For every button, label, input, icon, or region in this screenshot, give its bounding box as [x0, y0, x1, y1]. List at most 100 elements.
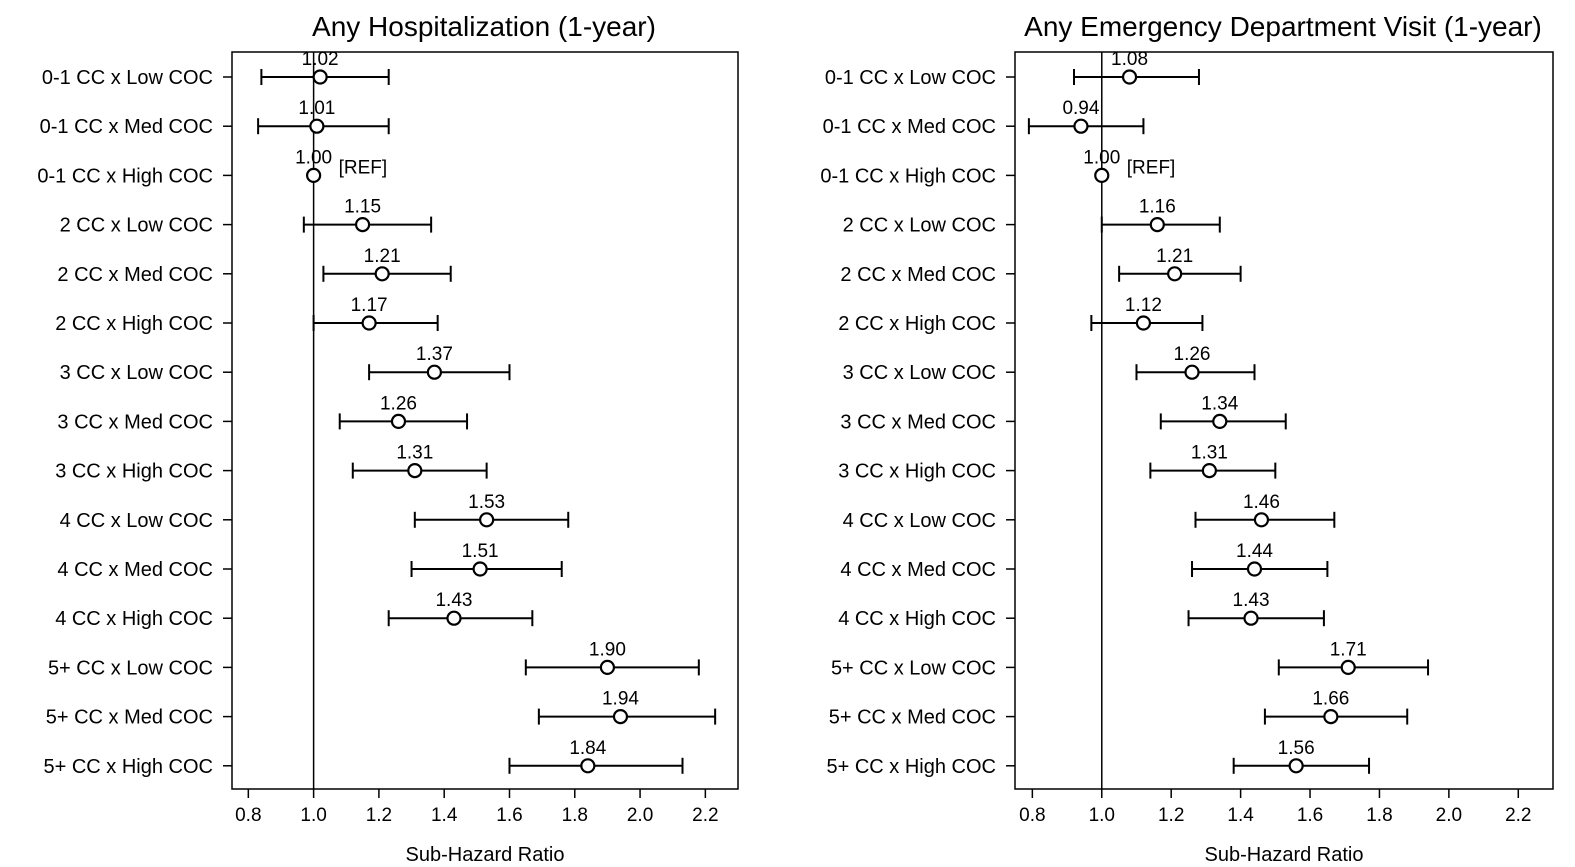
right-category-label: 5+ CC x Low COC [831, 657, 996, 679]
left-category-label: 5+ CC x Low COC [48, 657, 213, 679]
left-category-label: 0-1 CC x Low COC [42, 67, 213, 89]
right-value-label: 1.00 [1083, 147, 1120, 168]
right-category-label: 4 CC x Low COC [843, 510, 996, 532]
left-point-estimate [472, 561, 488, 577]
right-point-estimate [1201, 463, 1217, 479]
right-value-label: 1.43 [1233, 590, 1270, 611]
left-point-estimate [407, 463, 423, 479]
left-point-estimate [361, 315, 377, 331]
right-ref-tag: [REF] [1127, 157, 1176, 178]
left-category-label: 3 CC x Med COC [57, 411, 213, 433]
right-x-tick-label: 1.8 [1366, 805, 1392, 826]
left-point-estimate [374, 266, 390, 282]
right-point-estimate [1323, 708, 1339, 725]
left-x-axis-label: Sub-Hazard Ratio [406, 844, 565, 866]
left-category-label: 2 CC x High COC [55, 313, 213, 335]
left-category-label: 5+ CC x High COC [44, 756, 214, 778]
left-point-estimate [479, 512, 495, 528]
left-value-label: 1.00 [295, 147, 332, 168]
right-value-label: 0.94 [1062, 98, 1099, 119]
left-value-label: 1.15 [344, 197, 381, 218]
right-category-label: 2 CC x Low COC [843, 215, 996, 237]
right-value-label: 1.21 [1156, 246, 1193, 267]
left-value-label: 1.21 [364, 246, 401, 267]
right-value-label: 1.46 [1243, 492, 1280, 513]
right-value-label: 1.26 [1174, 344, 1211, 365]
left-x-tick-label: 1.8 [562, 805, 588, 826]
left-value-label: 1.90 [589, 639, 626, 660]
right-value-label: 1.66 [1312, 689, 1349, 710]
right-point-estimate [1073, 118, 1089, 134]
right-category-label: 3 CC x Low COC [843, 362, 996, 384]
left-point-estimate [306, 167, 322, 183]
left-point-estimate [446, 610, 462, 626]
left-value-label: 1.01 [298, 98, 335, 119]
right-category-label: 3 CC x High COC [838, 461, 996, 483]
right-point-estimate [1167, 266, 1183, 282]
right-point-estimate [1094, 167, 1110, 183]
left-value-label: 1.37 [416, 344, 453, 365]
right-plot-frame [1014, 51, 1554, 790]
right-x-tick-label: 2.2 [1505, 805, 1531, 826]
left-value-label: 1.17 [351, 295, 388, 316]
left-point-estimate [390, 413, 407, 429]
right-point-estimate [1340, 659, 1356, 676]
right-category-label: 0-1 CC x High COC [820, 165, 996, 187]
right-x-tick-label: 2.0 [1436, 805, 1462, 826]
left-category-label: 4 CC x Med COC [57, 559, 213, 581]
left-x-tick-label: 1.0 [300, 805, 326, 826]
right-category-label: 5+ CC x Med COC [829, 707, 996, 729]
right-x-tick-label: 1.0 [1089, 805, 1115, 826]
right-point-estimate [1243, 610, 1259, 626]
left-point-estimate [612, 708, 629, 725]
left-category-label: 2 CC x Med COC [57, 264, 213, 286]
right-value-label: 1.08 [1111, 49, 1148, 70]
right-x-axis-label: Sub-Hazard Ratio [1205, 844, 1364, 866]
left-value-label: 1.94 [602, 689, 639, 710]
left-x-tick-label: 2.2 [692, 805, 718, 826]
right-panel-title: Any Emergency Department Visit (1-year) [1024, 11, 1542, 42]
left-category-label: 5+ CC x Med COC [46, 707, 213, 729]
right-panel: Any Emergency Department Visit (1-year) 0… [820, 11, 1554, 866]
left-value-label: 1.43 [435, 590, 472, 611]
right-point-estimate [1149, 217, 1165, 233]
right-category-label: 0-1 CC x Med COC [823, 116, 996, 138]
left-category-label: 0-1 CC x High COC [37, 165, 213, 187]
right-category-label: 4 CC x Med COC [840, 559, 996, 581]
right-value-label: 1.12 [1125, 295, 1162, 316]
right-point-estimate [1184, 364, 1200, 380]
left-x-tick-label: 1.4 [431, 805, 458, 826]
left-value-label: 1.02 [302, 49, 339, 70]
left-category-label: 4 CC x Low COC [60, 510, 213, 532]
left-value-label: 1.84 [569, 738, 606, 759]
left-category-label: 3 CC x High COC [55, 461, 213, 483]
right-category-label: 4 CC x High COC [838, 608, 996, 630]
left-ref-tag: [REF] [339, 157, 388, 178]
left-x-tick-label: 1.2 [366, 805, 392, 826]
left-category-label: 4 CC x High COC [55, 608, 213, 630]
right-point-estimate [1246, 561, 1263, 577]
left-panel: Any Hospitalization (1-year) 0.8 1.0 1.2 1.4… [37, 11, 739, 866]
right-value-label: 1.56 [1278, 738, 1315, 759]
right-value-label: 1.34 [1201, 393, 1238, 414]
left-value-label: 1.26 [380, 393, 417, 414]
right-value-label: 1.71 [1330, 639, 1367, 660]
right-point-estimate [1288, 758, 1304, 774]
left-category-label: 2 CC x Low COC [60, 215, 213, 237]
right-x-tick-label: 1.6 [1297, 805, 1323, 826]
left-category-label: 3 CC x Low COC [60, 362, 213, 384]
left-panel-title: Any Hospitalization (1-year) [312, 11, 656, 42]
left-point-estimate [354, 217, 371, 233]
left-x-tick-label: 1.6 [496, 805, 522, 826]
right-x-tick-label: 1.4 [1227, 805, 1254, 826]
right-category-label: 2 CC x Med COC [840, 264, 996, 286]
right-point-estimate [1135, 315, 1152, 331]
right-value-label: 1.31 [1191, 443, 1228, 464]
right-category-label: 0-1 CC x Low COC [825, 67, 996, 89]
left-value-label: 1.51 [462, 541, 499, 562]
left-value-label: 1.53 [468, 492, 505, 513]
right-x-tick-label: 1.2 [1158, 805, 1184, 826]
right-category-label: 5+ CC x High COC [827, 756, 997, 778]
right-category-label: 3 CC x Med COC [840, 411, 996, 433]
left-point-estimate [580, 758, 596, 774]
